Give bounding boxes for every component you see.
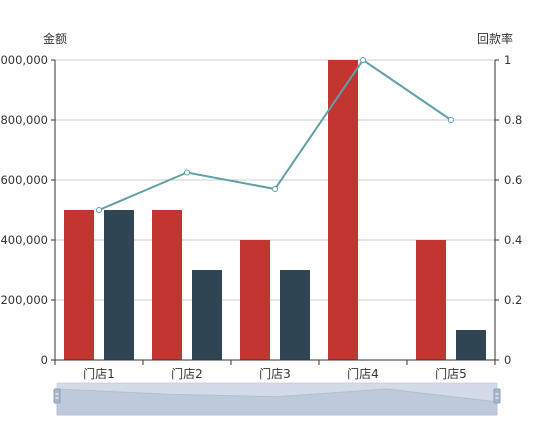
line-point bbox=[360, 57, 366, 63]
bar bbox=[280, 270, 310, 360]
bar bbox=[64, 210, 94, 360]
datazoom-handle-right[interactable] bbox=[493, 388, 501, 404]
axes-layer bbox=[51, 59, 499, 365]
line-point bbox=[96, 207, 102, 213]
datazoom-window[interactable] bbox=[57, 383, 497, 415]
y-right-tick-label: 0.2 bbox=[504, 293, 522, 307]
line-point bbox=[272, 186, 278, 192]
y-axis-left-title: 金额 bbox=[43, 31, 67, 46]
bars-layer bbox=[64, 60, 486, 360]
x-tick-label: 门店2 bbox=[171, 366, 203, 381]
labels-layer: 金额 回款率 0 200,000 400,000 600,000 800,000 1,00… bbox=[0, 31, 522, 381]
y-left-tick-label: 600,000 bbox=[0, 173, 48, 187]
datazoom-slider[interactable] bbox=[53, 382, 501, 416]
bar bbox=[416, 240, 446, 360]
y-right-tick-label: 0.6 bbox=[504, 173, 522, 187]
line-point bbox=[184, 169, 190, 176]
datazoom-handle-left[interactable] bbox=[53, 388, 61, 404]
bar bbox=[328, 60, 358, 360]
bar bbox=[240, 240, 270, 360]
line-point bbox=[448, 117, 454, 123]
y-right-tick-label: 0.8 bbox=[504, 113, 522, 127]
datazoom-shadow bbox=[56, 388, 498, 416]
y-left-tick-label: 1,000,000 bbox=[0, 53, 48, 67]
bar bbox=[456, 330, 486, 360]
y-right-tick-label: 1 bbox=[504, 53, 511, 67]
y-right-tick-label: 0.4 bbox=[504, 233, 522, 247]
y-axis-right-title: 回款率 bbox=[477, 31, 513, 46]
x-tick-label: 门店3 bbox=[259, 366, 291, 381]
bar bbox=[104, 210, 134, 360]
x-tick-label: 门店5 bbox=[435, 366, 467, 381]
x-tick-label: 门店4 bbox=[347, 366, 379, 381]
bar bbox=[152, 210, 182, 360]
y-left-tick-label: 0 bbox=[41, 353, 48, 367]
x-tick-label: 门店1 bbox=[83, 366, 115, 381]
y-right-tick-label: 0 bbox=[504, 353, 511, 367]
y-left-tick-label: 400,000 bbox=[0, 233, 48, 247]
line-layer bbox=[96, 57, 454, 213]
y-left-tick-label: 800,000 bbox=[0, 113, 48, 127]
y-left-tick-label: 200,000 bbox=[0, 293, 48, 307]
bar bbox=[192, 270, 222, 360]
